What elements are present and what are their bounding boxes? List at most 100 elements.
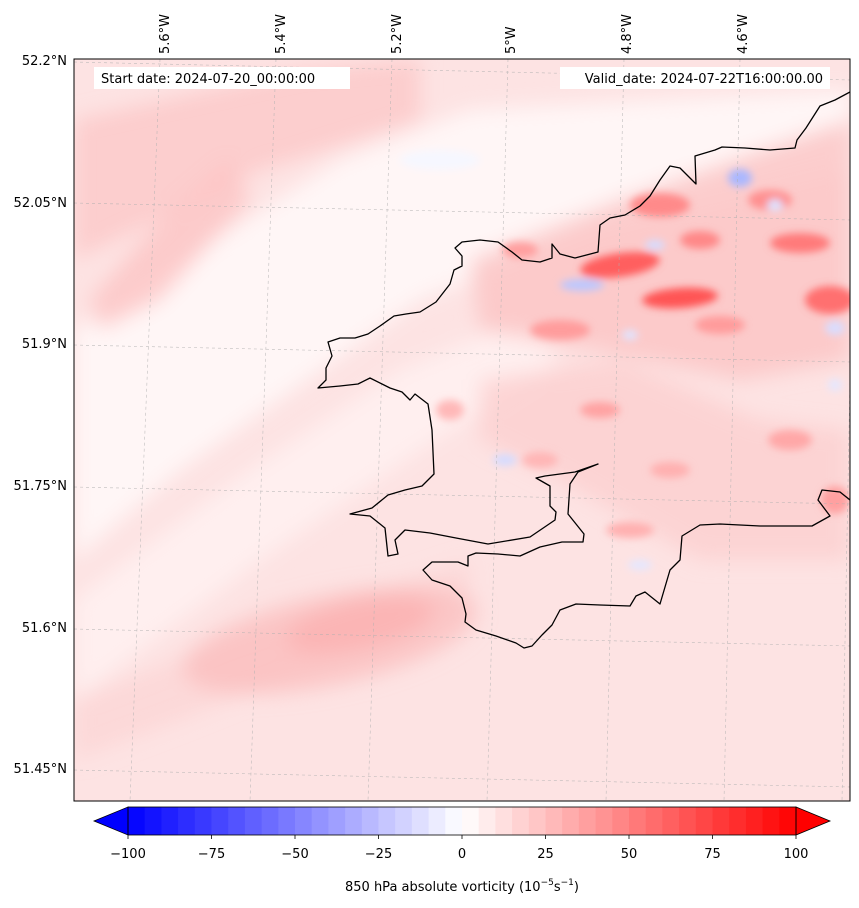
colorbar-segment bbox=[662, 807, 680, 835]
valid-date-label: Valid_date: 2024-07-22T16:00:00.00 bbox=[585, 72, 823, 87]
lon-tick-label: 4.8°W bbox=[620, 14, 635, 54]
colorbar-segment bbox=[345, 807, 363, 835]
colorbar-segment bbox=[679, 807, 697, 835]
positive-band-w bbox=[90, 160, 250, 330]
colorbar-tick-marks bbox=[127, 835, 797, 839]
red-cell-13 bbox=[522, 452, 558, 468]
colorbar-segment bbox=[428, 807, 446, 835]
red-cell-6 bbox=[530, 320, 590, 340]
colorbar-segment bbox=[261, 807, 279, 835]
gridline-lon-1 bbox=[129, 59, 161, 801]
colorbar-label-main: 850 hPa absolute vorticity (10 bbox=[345, 880, 541, 895]
red-cell-9 bbox=[695, 316, 745, 334]
colorbar-segment bbox=[712, 807, 730, 835]
colorbar-segment bbox=[244, 807, 263, 835]
blue-cell-8 bbox=[400, 150, 480, 170]
colorbar-segment bbox=[395, 807, 413, 835]
red-cell-5 bbox=[805, 286, 850, 314]
lat-tick-labels: 52.2°N 52.05°N 51.9°N 51.75°N 51.6°N 51.… bbox=[14, 54, 67, 777]
positive-band-e bbox=[480, 360, 850, 560]
blue-cell-9 bbox=[628, 560, 652, 570]
blue-cell-4 bbox=[825, 321, 845, 335]
colorbar-segment bbox=[411, 807, 430, 835]
lon-tick-label: 5.4°W bbox=[274, 14, 289, 54]
colorbar-tick-label: 75 bbox=[704, 847, 721, 862]
red-cell-16 bbox=[502, 242, 538, 258]
blue-cell-3 bbox=[493, 454, 517, 466]
colorbar-tick-label: −25 bbox=[365, 847, 392, 862]
colorbar-segment bbox=[445, 807, 463, 835]
colorbar-segment bbox=[528, 807, 547, 835]
colorbar-segment bbox=[545, 807, 563, 835]
vorticity-field bbox=[74, 59, 850, 801]
gridline-lon-6 bbox=[723, 59, 741, 801]
colorbar-segment bbox=[762, 807, 780, 835]
coastline bbox=[317, 91, 850, 649]
red-cell-1 bbox=[580, 251, 660, 279]
colorbar-label: 850 hPa absolute vorticity (10−5s−1) bbox=[345, 878, 579, 895]
lon-tick-label: 5°W bbox=[504, 26, 519, 54]
gridline-lon-3 bbox=[367, 59, 393, 801]
valid-date-box bbox=[560, 67, 830, 89]
colorbar-segment bbox=[612, 807, 630, 835]
colorbar-segment bbox=[578, 807, 597, 835]
colorbar-segment bbox=[295, 807, 313, 835]
colorbar-segment bbox=[562, 807, 580, 835]
coastline-north bbox=[317, 91, 850, 649]
colorbar-segment bbox=[595, 807, 613, 835]
colorbar-segment bbox=[328, 807, 346, 835]
blue-cell-10 bbox=[828, 379, 842, 391]
lat-tick-label: 51.45°N bbox=[14, 762, 67, 777]
blue-cell-5 bbox=[645, 240, 665, 250]
colorbar-segment bbox=[378, 807, 396, 835]
gridline-lon-5 bbox=[605, 59, 625, 801]
colorbar: −100 −75 −50 −25 0 25 50 75 100 850 hPa … bbox=[92, 806, 832, 895]
colorbar-segment bbox=[228, 807, 246, 835]
blue-cell-1 bbox=[560, 279, 604, 291]
colorbar-ticks: −100 −75 −50 −25 0 25 50 75 100 bbox=[110, 847, 808, 862]
lat-tick-label: 51.75°N bbox=[14, 479, 67, 494]
colorbar-segment bbox=[745, 807, 764, 835]
colorbar-segment bbox=[478, 807, 496, 835]
lat-tick-label: 52.2°N bbox=[22, 54, 67, 69]
gridline-lon-7 bbox=[841, 361, 850, 801]
colorbar-label-exp2: −1 bbox=[561, 878, 574, 888]
blue-cell-6 bbox=[767, 199, 783, 211]
gridlines bbox=[74, 59, 850, 801]
colorbar-segment bbox=[629, 807, 647, 835]
colorbar-extend-high bbox=[795, 806, 832, 836]
lat-tick-label: 52.05°N bbox=[14, 196, 67, 211]
map-panel: Start date: 2024-07-20_00:00:00 Valid_da… bbox=[14, 14, 851, 802]
gridline-lon-4 bbox=[486, 59, 509, 801]
colorbar-label-mid: s bbox=[554, 880, 561, 895]
lat-tick-label: 51.9°N bbox=[22, 337, 67, 352]
colorbar-segment bbox=[462, 807, 480, 835]
colorbar-extend-low bbox=[92, 806, 129, 836]
colorbar-segment bbox=[278, 807, 296, 835]
blue-cell-7 bbox=[622, 330, 638, 340]
colorbar-tick-label: −100 bbox=[110, 847, 146, 862]
lon-tick-label: 5.2°W bbox=[390, 14, 405, 54]
red-cell-8 bbox=[680, 231, 720, 249]
colorbar-segment bbox=[729, 807, 747, 835]
colorbar-label-end: ) bbox=[574, 880, 579, 895]
red-cell-10 bbox=[580, 402, 620, 418]
lon-tick-label: 4.6°W bbox=[736, 14, 751, 54]
colorbar-segment bbox=[645, 807, 663, 835]
positive-band-ne bbox=[470, 120, 850, 380]
colorbar-segment bbox=[144, 807, 162, 835]
field-cells bbox=[400, 150, 850, 570]
lon-tick-label: 5.6°W bbox=[158, 14, 173, 54]
colorbar-tick-label: −50 bbox=[281, 847, 308, 862]
colorbar-segment bbox=[178, 807, 196, 835]
red-cell-15 bbox=[436, 400, 464, 420]
colorbar-tick-label: 50 bbox=[621, 847, 638, 862]
colorbar-segment bbox=[512, 807, 530, 835]
positive-halo-sw bbox=[182, 586, 478, 694]
colorbar-segment bbox=[194, 807, 213, 835]
colorbar-segment bbox=[128, 807, 146, 835]
lat-tick-label: 51.6°N bbox=[22, 621, 67, 636]
gridline-lon-2 bbox=[249, 59, 277, 801]
red-cell-3 bbox=[770, 233, 830, 253]
